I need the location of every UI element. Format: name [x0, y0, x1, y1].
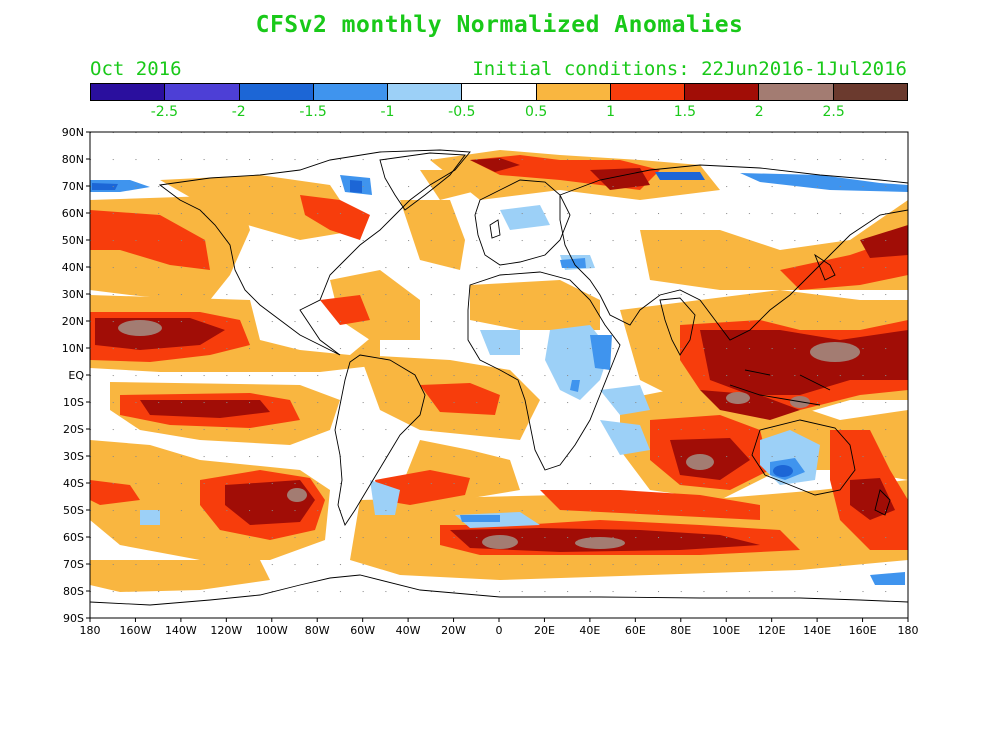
lat-label: 10N: [62, 342, 84, 355]
lon-label: 180: [80, 624, 101, 637]
lat-label: 10S: [63, 396, 84, 409]
valid-month-label: Oct 2016: [90, 58, 182, 80]
australia-outline: [751, 419, 856, 496]
initial-conditions-label: Initial conditions: 22Jun2016-1Jul2016: [472, 58, 907, 80]
indonesia-outline: [729, 369, 831, 406]
lat-label: 20S: [63, 423, 84, 436]
colorbar-segment: [536, 84, 611, 100]
colorbar-label: 0.5: [525, 104, 548, 120]
colorbar-segment: [759, 84, 834, 100]
dot-grid: [90, 132, 908, 618]
antarctica-outline: [90, 574, 908, 606]
lon-label: 100W: [256, 624, 288, 637]
colorbar-label: -0.5: [448, 104, 476, 120]
colorbar-segment: [388, 84, 463, 100]
colorbar-segment: [685, 84, 760, 100]
lon-label: 120E: [758, 624, 786, 637]
longitude-axis: 180 160W 140W 120W 100W 80W 60W 40W 20W 0 20E 40E 60…: [80, 618, 919, 637]
north-america-outline: [158, 149, 471, 356]
lon-label: 20E: [534, 624, 555, 637]
colorbar-segment: [313, 84, 389, 100]
lon-label: 0: [496, 624, 503, 637]
lat-label: EQ: [68, 369, 84, 382]
lat-label: 40S: [63, 477, 84, 490]
lat-label: 30S: [63, 450, 84, 463]
anomaly-field: [90, 132, 908, 618]
colorbar-segment: [462, 84, 537, 100]
colorbar-label: -2: [231, 104, 246, 120]
colorbar: [90, 83, 908, 101]
lon-label: 160E: [849, 624, 877, 637]
lon-label: 140E: [803, 624, 831, 637]
colorbar-label: -2.5: [150, 104, 179, 120]
lon-label: 160W: [120, 624, 152, 637]
colorbar-segment: [610, 84, 686, 100]
lon-label: 100E: [712, 624, 740, 637]
lat-label: 40N: [62, 261, 84, 274]
lon-label: 40W: [396, 624, 421, 637]
lat-label: 30N: [62, 288, 84, 301]
lon-label: 120W: [210, 624, 242, 637]
lat-label: 90N: [62, 126, 84, 139]
lon-label: 60E: [625, 624, 646, 637]
colorbar-label: 1.5: [673, 104, 697, 120]
lat-label: 20N: [62, 315, 84, 328]
map-title: CFSv2 monthly Normalized Anomalies: [255, 12, 744, 38]
colorbar-segment: [165, 84, 240, 100]
colorbar-label: 1: [606, 104, 615, 120]
lon-label: 20W: [441, 624, 466, 637]
asia-outline: [559, 164, 908, 341]
colorbar-label: 2: [754, 104, 764, 120]
colorbar-segment: [91, 84, 166, 100]
japan-outline: [814, 253, 836, 281]
lat-label: 70N: [62, 180, 84, 193]
lon-label: 60W: [350, 624, 375, 637]
lon-label: 80E: [670, 624, 691, 637]
lon-label: 40E: [579, 624, 600, 637]
lat-label: 90S: [63, 612, 84, 625]
lon-label: 80W: [305, 624, 330, 637]
colorbar-label: -1: [380, 104, 395, 120]
lat-label: 70S: [63, 558, 84, 571]
coastlines: [90, 149, 908, 606]
new-zealand-outline: [874, 489, 891, 516]
lon-label: 140W: [165, 624, 197, 637]
lon-label: 180: [898, 624, 919, 637]
south-america-outline: [334, 354, 426, 527]
colorbar-label: 2.5: [822, 104, 845, 120]
lat-label: 80N: [62, 153, 84, 166]
greenland-outline: [379, 152, 466, 211]
uk-outline: [489, 219, 501, 239]
lat-label: 50S: [63, 504, 84, 517]
latitude-axis: 90N 80N 70N 60N 50N 40N 30N 20N 10N EQ 10S 20S 30S 40…: [62, 126, 90, 625]
india-outline: [659, 297, 696, 356]
lat-label: 80S: [63, 585, 84, 598]
africa-outline: [467, 271, 621, 471]
colorbar-segment: [833, 84, 907, 100]
lat-label: 60N: [62, 207, 84, 220]
lat-label: 50N: [62, 234, 84, 247]
colorbar-segment: [239, 84, 314, 100]
lat-label: 60S: [63, 531, 84, 544]
colorbar-label: -1.5: [299, 104, 327, 120]
europe-outline: [474, 179, 571, 266]
